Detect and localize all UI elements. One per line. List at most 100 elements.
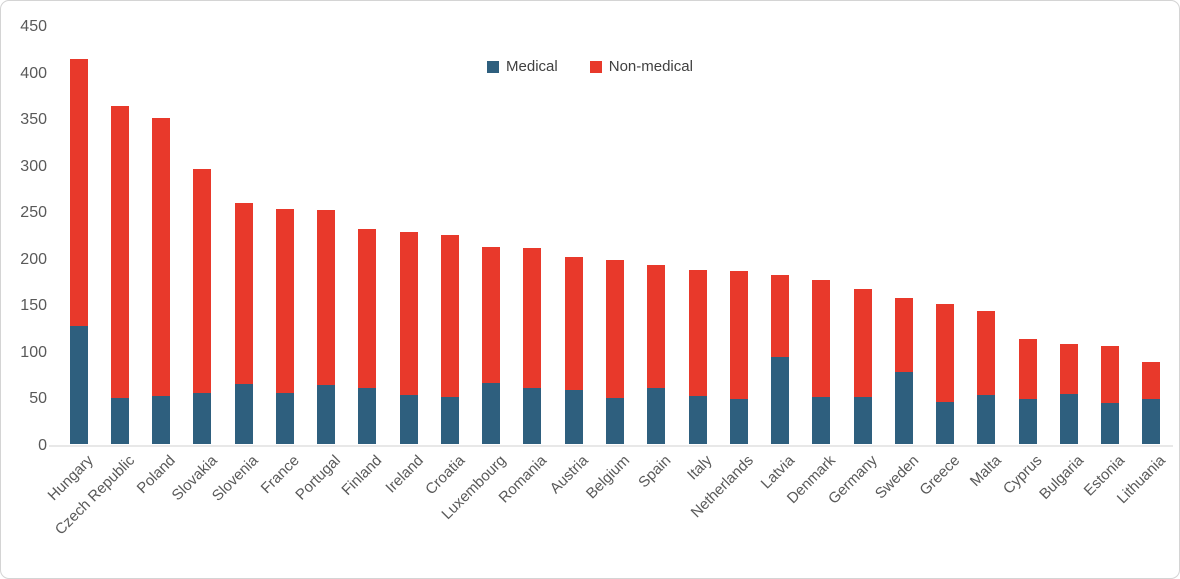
bar-segment-non-medical xyxy=(647,265,666,389)
bar-segment-medical xyxy=(440,397,459,444)
bar-segment-non-medical xyxy=(812,280,831,397)
bar-segment-medical xyxy=(853,397,872,444)
bar-segment-non-medical xyxy=(1018,338,1037,400)
bar-segment-non-medical xyxy=(69,59,88,326)
bar-lithuania xyxy=(1142,362,1161,444)
bar-segment-medical xyxy=(482,382,501,444)
bar-latvia xyxy=(771,274,790,444)
bar-segment-medical xyxy=(1142,399,1161,444)
bar-segment-medical xyxy=(606,398,624,444)
bar-segment-medical xyxy=(1018,399,1037,444)
y-axis-tick-label: 200 xyxy=(20,250,47,268)
y-axis-tick-label: 350 xyxy=(20,111,47,129)
bar-cyprus xyxy=(1018,338,1037,444)
bar-segment-non-medical xyxy=(482,246,501,383)
bar-segment-medical xyxy=(729,399,748,444)
bar-malta xyxy=(977,310,996,444)
bar-segment-non-medical xyxy=(606,259,624,399)
x-axis-label-sweden: Sweden xyxy=(871,452,922,503)
bar-greece xyxy=(936,304,955,444)
bar-finland xyxy=(358,228,377,444)
bar-romania xyxy=(523,247,542,444)
y-axis-tick-label: 0 xyxy=(38,437,47,454)
bar-france xyxy=(275,209,294,444)
x-axis-label-spain: Spain xyxy=(635,452,675,492)
bar-segment-non-medical xyxy=(1059,344,1078,394)
x-axis-label-bulgaria: Bulgaria xyxy=(1035,452,1087,503)
bar-segment-non-medical xyxy=(894,297,913,373)
bar-segment-non-medical xyxy=(1101,346,1120,404)
bar-segment-medical xyxy=(688,395,707,444)
bar-segment-non-medical xyxy=(688,269,707,396)
x-axis-label-portugal: Portugal xyxy=(292,452,345,504)
bar-estonia xyxy=(1101,346,1120,444)
x-axis-label-finland: Finland xyxy=(338,452,386,499)
y-axis-tick-label: 300 xyxy=(20,157,47,175)
bar-segment-medical xyxy=(1101,403,1120,444)
bar-segment-medical xyxy=(69,325,88,444)
y-axis-tick-label: 250 xyxy=(20,204,47,222)
x-axis-label-belgium: Belgium xyxy=(582,452,634,503)
bar-luxembourg xyxy=(482,246,501,444)
bar-italy xyxy=(688,269,707,444)
bar-slovakia xyxy=(193,169,212,444)
y-axis-tick-label: 100 xyxy=(20,343,47,361)
bar-germany xyxy=(853,288,872,444)
bar-segment-medical xyxy=(564,390,583,444)
bar-segment-non-medical xyxy=(853,288,872,398)
x-axis-label-greece: Greece xyxy=(916,452,964,499)
bar-segment-medical xyxy=(234,384,253,444)
bar-segment-non-medical xyxy=(358,228,377,389)
bar-segment-medical xyxy=(523,388,542,444)
bar-segment-non-medical xyxy=(523,247,542,389)
bar-spain xyxy=(647,265,666,444)
bar-segment-non-medical xyxy=(399,231,418,395)
bar-segment-medical xyxy=(977,394,996,444)
bar-segment-non-medical xyxy=(317,210,336,386)
bar-segment-medical xyxy=(936,402,955,444)
bar-denmark xyxy=(812,280,831,444)
bar-segment-non-medical xyxy=(564,256,583,390)
x-axis-label-ireland: Ireland xyxy=(382,452,427,497)
bar-belgium xyxy=(606,259,624,444)
y-axis-tick-label: 150 xyxy=(20,297,47,315)
bar-ireland xyxy=(399,231,418,444)
bar-segment-medical xyxy=(812,396,831,444)
bar-segment-medical xyxy=(275,392,294,444)
bar-segment-medical xyxy=(317,385,336,444)
y-axis-tick-label: 400 xyxy=(20,64,47,82)
bar-segment-non-medical xyxy=(110,106,129,399)
bar-hungary xyxy=(69,59,88,444)
x-axis-line xyxy=(49,445,1173,447)
bar-netherlands xyxy=(729,270,748,444)
bar-segment-medical xyxy=(358,388,377,444)
bar-poland xyxy=(152,118,171,444)
bar-segment-non-medical xyxy=(275,209,294,393)
y-axis-tick-label: 450 xyxy=(20,18,47,35)
bar-segment-medical xyxy=(647,388,666,444)
bar-segment-non-medical xyxy=(771,274,790,358)
y-axis: 450 400 350 300 250 200 150 100 50 0 xyxy=(9,1,47,578)
bar-segment-medical xyxy=(399,394,418,444)
bar-segment-medical xyxy=(771,357,790,444)
bar-segment-non-medical xyxy=(234,202,253,385)
bar-segment-non-medical xyxy=(193,169,212,393)
bar-portugal xyxy=(317,210,336,444)
bar-segment-medical xyxy=(1059,393,1078,444)
bar-segment-non-medical xyxy=(440,235,459,398)
bar-segment-non-medical xyxy=(1142,362,1161,400)
bar-bulgaria xyxy=(1059,344,1078,444)
bar-segment-medical xyxy=(894,372,913,444)
bar-slovenia xyxy=(234,202,253,444)
bar-austria xyxy=(564,256,583,444)
bar-segment-non-medical xyxy=(152,118,171,396)
x-axis-label-italy: Italy xyxy=(684,452,716,484)
bar-croatia xyxy=(440,235,459,444)
bar-czech-republic xyxy=(110,106,129,444)
y-axis-tick-label: 50 xyxy=(29,390,47,408)
bar-segment-non-medical xyxy=(729,270,748,400)
bar-segment-medical xyxy=(110,398,129,444)
